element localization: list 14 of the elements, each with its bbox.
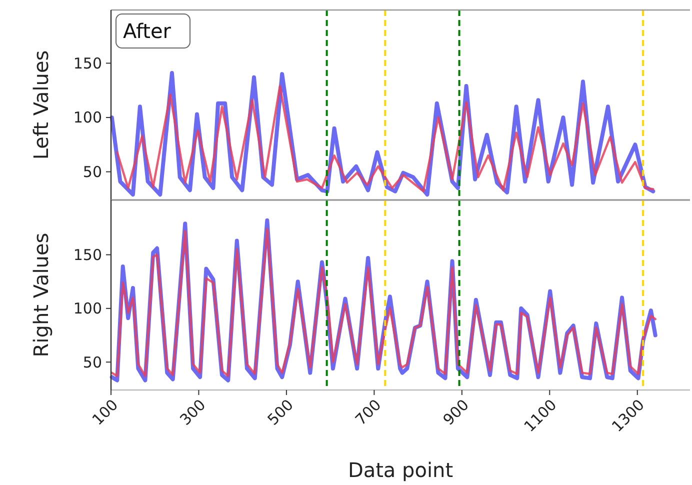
- y-tick-label: 150: [73, 246, 102, 264]
- y-tick-label: 100: [73, 300, 102, 318]
- x-tick-label: 300: [176, 396, 210, 429]
- y-axis-title: Left Values: [29, 50, 53, 160]
- y-tick-label: 50: [82, 163, 102, 182]
- y-tick-label: 150: [73, 54, 102, 72]
- annotation: After: [123, 19, 172, 43]
- y-tick-label: 50: [82, 353, 102, 372]
- x-tick-label: 500: [264, 396, 297, 429]
- y-axis-title: Right Values: [29, 232, 53, 358]
- y-tick-label: 100: [73, 108, 102, 127]
- x-tick-label: 700: [352, 396, 385, 429]
- x-tick-label: 900: [439, 396, 472, 429]
- x-axis-title: Data point: [348, 458, 454, 482]
